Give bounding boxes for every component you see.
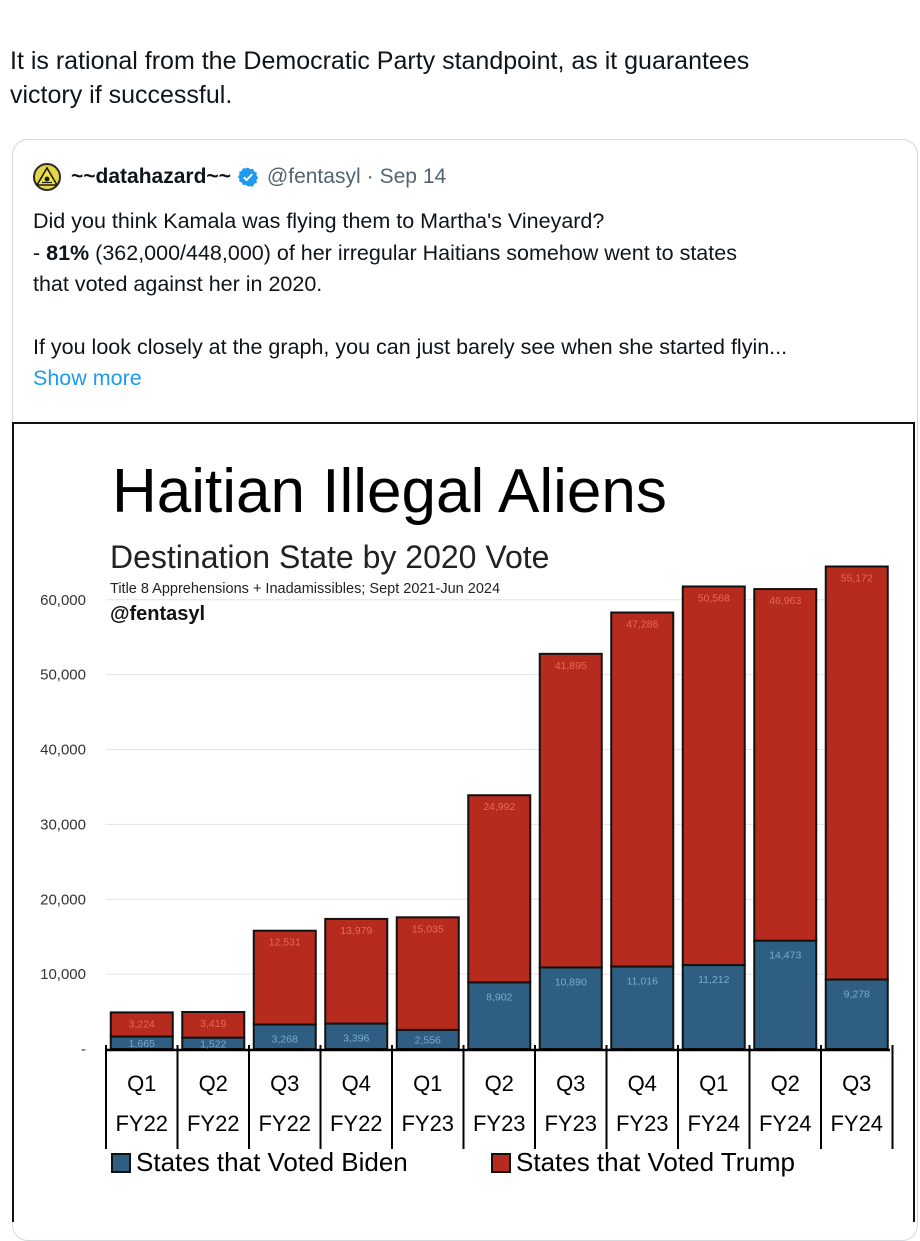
quoted-tweet-body: Did you think Kamala was flying them to …	[33, 206, 903, 395]
post-text-line: victory if successful.	[10, 81, 233, 109]
chart-subtitle: Destination State by 2020 Vote	[110, 539, 549, 575]
y-tick-label: 40,000	[40, 742, 86, 759]
quoted-text-line: that voted against her in 2020.	[33, 272, 323, 296]
bar-trump	[109, 1011, 174, 1038]
bar-trump	[538, 652, 603, 969]
data-label-trump: 47,286	[626, 619, 658, 631]
data-label-trump: 50,568	[698, 592, 730, 604]
verified-badge-icon	[237, 166, 259, 188]
legend-swatch-biden	[111, 1153, 131, 1173]
y-tick-label: 20,000	[40, 891, 86, 908]
data-label-trump: 3,224	[129, 1018, 155, 1030]
legend-label-biden: States that Voted Biden	[136, 1147, 408, 1177]
quoted-handle[interactable]: @fentasyl	[266, 165, 361, 188]
bar-biden	[753, 939, 818, 1050]
bar-trump	[681, 585, 746, 967]
post-text-line: It is rational from the Democratic Party…	[10, 47, 750, 75]
x-tick-fiscal-year: FY23	[473, 1111, 526, 1136]
legend-label-trump: States that Voted Trump	[516, 1147, 795, 1177]
data-label-trump: 3,419	[200, 1018, 226, 1030]
x-tick-quarter: Q1	[699, 1071, 728, 1096]
data-label-biden: 11,016	[627, 976, 658, 988]
bar-trump	[395, 916, 460, 1031]
show-more-link[interactable]: Show more	[33, 366, 142, 390]
x-tick-fiscal-year: FY23	[616, 1111, 669, 1136]
post-text: It is rational from the Democratic Party…	[10, 44, 890, 112]
data-label-biden: 11,212	[698, 974, 729, 986]
x-tick-fiscal-year: FY22	[258, 1111, 311, 1136]
y-tick-label: 50,000	[40, 667, 86, 684]
data-label-biden: 3,268	[272, 1034, 298, 1046]
x-tick-fiscal-year: FY22	[187, 1111, 240, 1136]
data-label-biden: 9,278	[844, 989, 870, 1001]
quoted-tweet-header: ~~datahazard~~ @fentasyl · Sep 14	[33, 162, 446, 192]
data-label-biden: 14,473	[769, 950, 801, 962]
data-label-biden: 2,556	[415, 1034, 441, 1046]
x-tick-fiscal-year: FY22	[330, 1111, 383, 1136]
x-tick-quarter: Q2	[771, 1071, 800, 1096]
x-tick-quarter: Q2	[485, 1071, 514, 1096]
bar-trump	[824, 565, 889, 981]
chart-credit: @fentasyl	[110, 603, 205, 625]
data-label-trump: 46,963	[769, 595, 801, 607]
separator-dot: ·	[366, 165, 374, 188]
x-tick-fiscal-year: FY24	[830, 1111, 883, 1136]
chart-image[interactable]: Haitian Illegal Aliens Destination State…	[12, 422, 915, 1222]
data-label-biden: 1,665	[129, 1038, 155, 1050]
quoted-date[interactable]: Sep 14	[379, 165, 447, 188]
data-label-biden: 8,902	[486, 991, 512, 1003]
bar-trump	[467, 794, 532, 984]
quoted-text-line: If you look closely at the graph, you ca…	[33, 334, 788, 359]
data-label-trump: 55,172	[841, 572, 873, 584]
x-tick-fiscal-year: FY24	[687, 1111, 740, 1136]
x-tick-quarter: Q3	[556, 1071, 585, 1096]
x-tick-quarter: Q1	[127, 1071, 156, 1096]
quoted-bold-percent: 81%	[46, 240, 90, 265]
x-tick-fiscal-year: FY23	[401, 1111, 454, 1136]
quoted-display-name[interactable]: ~~datahazard~~	[71, 165, 231, 188]
hazard-icon	[36, 166, 58, 186]
data-label-trump: 13,979	[340, 925, 372, 937]
bar-trump	[252, 929, 317, 1026]
stacked-bar-chart: Haitian Illegal Aliens Destination State…	[40, 457, 894, 1177]
bar-trump	[324, 917, 389, 1025]
bar-trump	[610, 611, 675, 968]
bar-trump	[753, 588, 818, 942]
chart-title: Haitian Illegal Aliens	[112, 457, 667, 526]
bar-trump	[181, 1011, 246, 1039]
quoted-dash: -	[33, 240, 47, 265]
x-tick-fiscal-year: FY23	[544, 1111, 597, 1136]
x-tick-fiscal-year: FY22	[115, 1111, 168, 1136]
x-tick-fiscal-year: FY24	[759, 1111, 812, 1136]
x-tick-quarter: Q4	[342, 1071, 371, 1096]
y-tick-label: 10,000	[40, 966, 86, 983]
quoted-text-rest: (362,000/448,000) of her irregular Haiti…	[89, 240, 737, 265]
bar-biden	[324, 1022, 389, 1050]
quoted-text-line: - 81% (362,000/448,000) of her irregular…	[33, 238, 903, 270]
x-tick-quarter: Q3	[270, 1071, 299, 1096]
x-tick-quarter: Q1	[413, 1071, 442, 1096]
data-label-trump: 24,992	[483, 801, 515, 813]
data-label-biden: 1,522	[200, 1038, 226, 1050]
x-tick-quarter: Q3	[842, 1071, 871, 1096]
quoted-text-line: Did you think Kamala was flying them to …	[33, 209, 605, 233]
data-label-trump: 12,531	[269, 937, 301, 949]
x-tick-quarter: Q2	[199, 1071, 228, 1096]
y-tick-label: 60,000	[40, 592, 86, 609]
data-label-trump: 41,895	[555, 660, 587, 672]
data-label-biden: 3,396	[343, 1033, 369, 1045]
data-label-trump: 15,035	[412, 923, 444, 935]
legend-swatch-trump	[491, 1153, 511, 1173]
data-label-biden: 10,890	[555, 976, 587, 988]
hazard-logo-avatar[interactable]	[33, 163, 61, 191]
y-tick-label: -	[81, 1041, 86, 1058]
y-tick-label: 30,000	[40, 816, 86, 833]
x-tick-quarter: Q4	[628, 1071, 657, 1096]
chart-note: Title 8 Apprehensions + Inadamissibles; …	[110, 581, 500, 597]
